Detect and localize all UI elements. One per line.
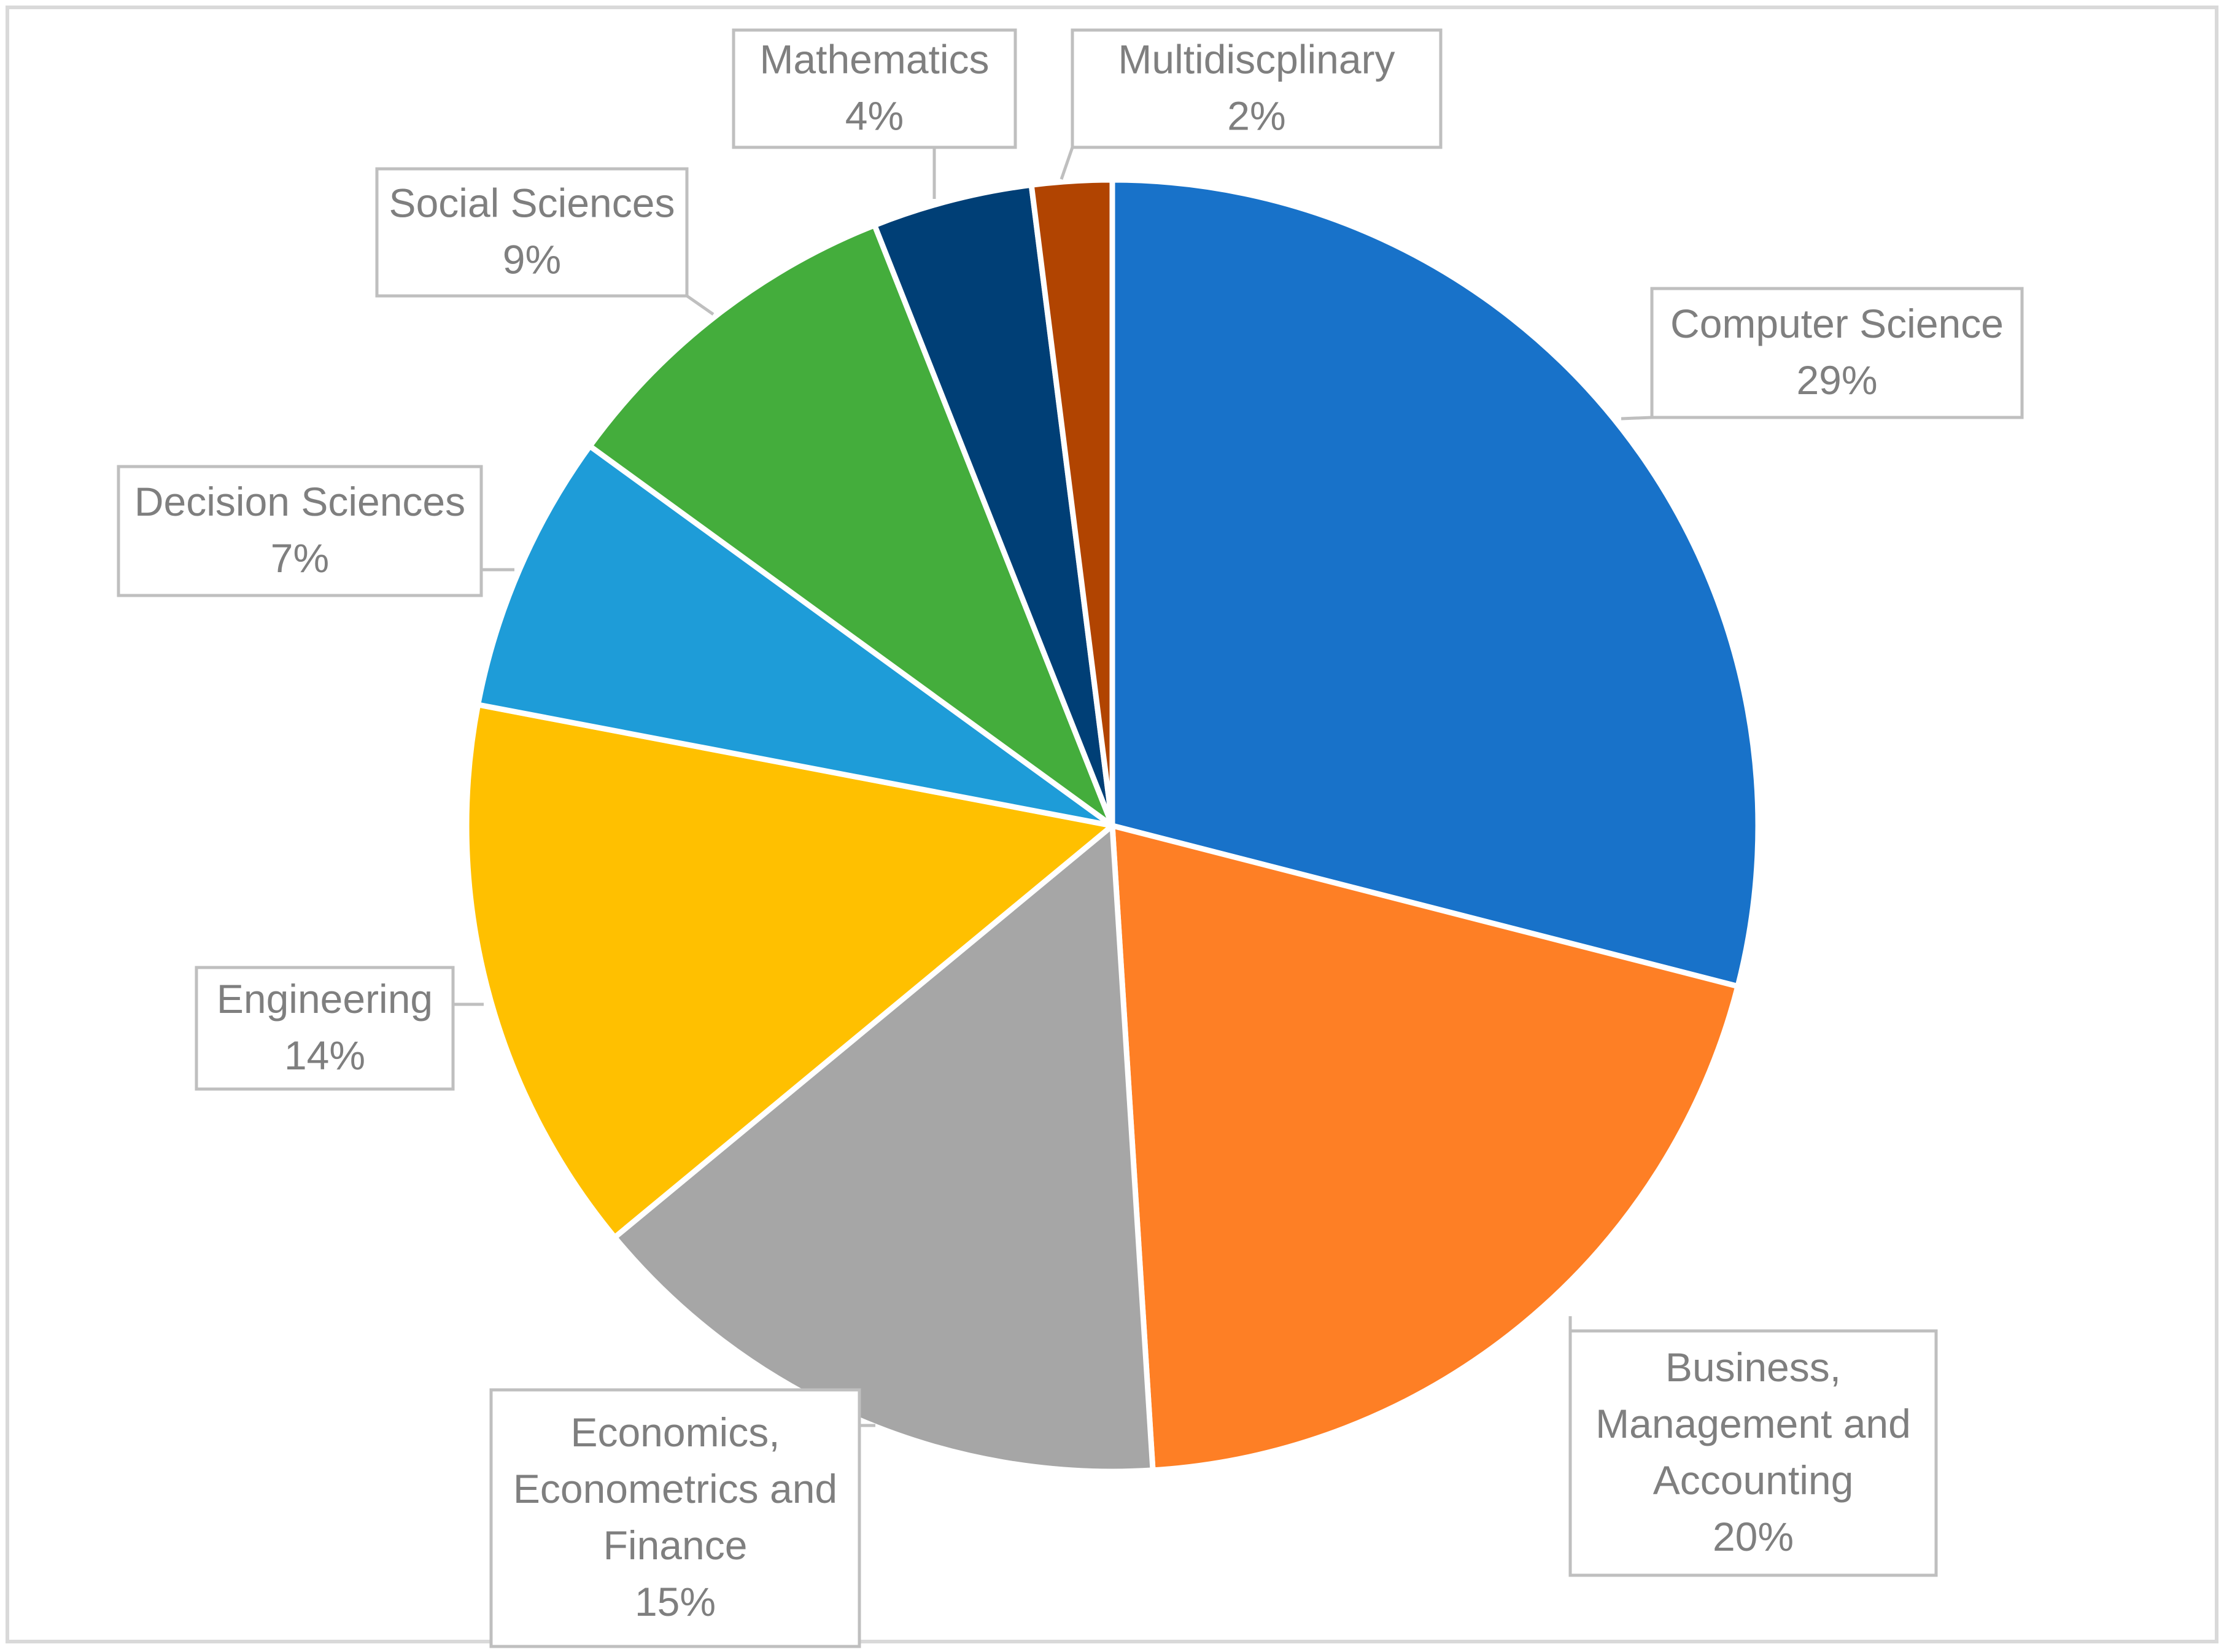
data-label-percent: 20% [1713, 1514, 1794, 1559]
data-label-category: Business, [1665, 1344, 1841, 1390]
callout-leader-line [1621, 416, 1653, 421]
data-label-economics-econometrics-and-finance: Economics, Econometrics and Finance 15% [489, 1388, 875, 1648]
data-label-category: Multidiscplinary [1118, 37, 1395, 82]
data-label-business-management-and-accounting: Business, Management and Accounting 20% [1568, 1316, 1938, 1577]
data-label-category: Social Sciences [389, 180, 675, 226]
data-label-category: Finance [603, 1522, 748, 1568]
pie-data-labels: Computer Science 29% Business, Management a… [117, 28, 2024, 1648]
pie-slice-multidiscplinary [1028, 177, 1115, 829]
callout-box [375, 167, 689, 298]
pie-slice-computer-science [1109, 177, 1761, 990]
callout-box [195, 966, 455, 1091]
data-label-engineering: Engineering 14% [195, 966, 484, 1091]
data-label-category: Decision Sciences [134, 479, 465, 524]
callout-box [117, 465, 483, 597]
data-label-category: Accounting [1653, 1457, 1854, 1503]
data-label-percent: 15% [635, 1579, 716, 1624]
data-label-mathematics: Mathematics 4% [732, 28, 1017, 199]
callout-box [732, 28, 1017, 149]
data-label-percent: 7% [271, 535, 329, 581]
pie-slices [463, 177, 1761, 1475]
data-label-category: Management and [1595, 1401, 1911, 1446]
data-label-percent: 29% [1796, 357, 1877, 403]
pie-slice-engineering [463, 702, 1115, 1241]
data-label-multidiscplinary: Multidiscplinary 2% [1060, 28, 1443, 180]
data-label-category: Computer Science [1670, 301, 2004, 346]
pie-slice-decision-sciences [475, 443, 1115, 829]
data-label-category: Economics, [570, 1410, 780, 1455]
pie-slice-business-management-and-accounting [1109, 823, 1741, 1473]
pie-slice-mathematics [872, 182, 1115, 829]
data-label-category: Mathematics [759, 37, 989, 82]
data-label-percent: 2% [1227, 93, 1285, 139]
callout-box [1071, 28, 1443, 149]
data-label-computer-science: Computer Science 29% [1621, 287, 2024, 421]
data-label-category: Engineering [217, 976, 433, 1022]
pie-slice-social-sciences [587, 222, 1115, 829]
data-label-category: Econometrics and [513, 1466, 837, 1511]
data-label-social-sciences: Social Sciences 9% [375, 167, 715, 316]
callout-box [1650, 287, 2024, 419]
callout-leader-line [1060, 147, 1074, 180]
data-label-decision-sciences: Decision Sciences 7% [117, 465, 514, 597]
callout-leader-line [686, 294, 715, 316]
callout-box [1568, 1329, 1938, 1577]
callout-box [489, 1388, 861, 1648]
data-label-percent: 4% [845, 93, 904, 139]
data-label-percent: 9% [503, 237, 561, 282]
data-label-percent: 14% [284, 1033, 365, 1078]
